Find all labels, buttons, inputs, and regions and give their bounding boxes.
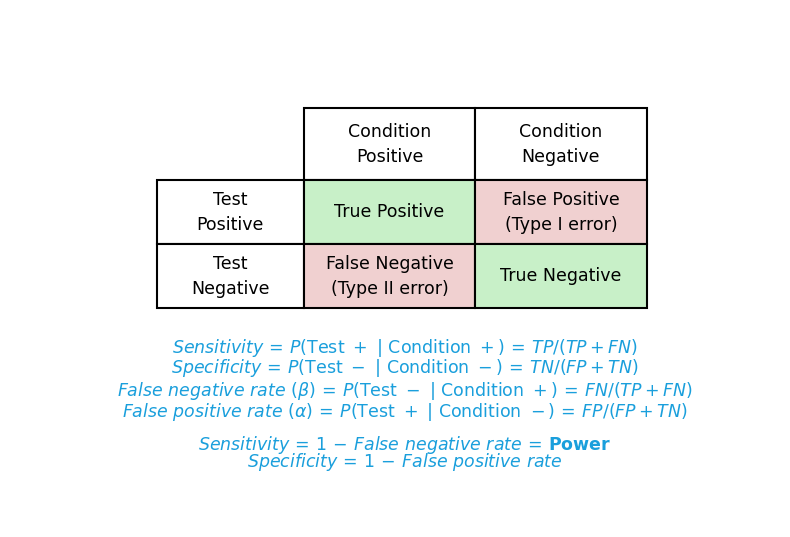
Bar	[304, 244, 476, 308]
Bar	[476, 108, 647, 180]
Text: False Positive
(Type I error): False Positive (Type I error)	[502, 191, 619, 234]
Text: $\mathit{Sensitivity}$$\,=\,1\,-\,$$\mathit{False\ negative\ rate}$$\,=\,$$\math: $\mathit{Sensitivity}$$\,=\,1\,-\,$$\mat…	[198, 434, 611, 456]
Bar	[304, 180, 476, 244]
Bar	[304, 108, 476, 180]
Text: True Negative: True Negative	[500, 267, 622, 285]
Text: False Negative
(Type II error): False Negative (Type II error)	[325, 255, 453, 298]
Text: $\mathit{Specificity}$$\,=\,1\,-\,$$\mathit{False\ positive\ rate}$: $\mathit{Specificity}$$\,=\,1\,-\,$$\mat…	[247, 451, 562, 473]
Text: $\mathit{False\ positive\ rate}\ (\alpha)$$\,=\,P(\mathrm{Test}\ +\ |\ \mathrm{C: $\mathit{False\ positive\ rate}\ (\alpha…	[122, 401, 687, 423]
Text: $\mathit{Specificity}$$\,=\,P(\mathrm{Test}\ -\ |\ \mathrm{Condition}\ -)$$\,=\,: $\mathit{Specificity}$$\,=\,P(\mathrm{Te…	[171, 357, 638, 379]
Text: $\mathit{False\ negative\ rate}\ (\beta)$$\,=\,P(\mathrm{Test}\ -\ |\ \mathrm{Co: $\mathit{False\ negative\ rate}\ (\beta)…	[117, 380, 693, 402]
Bar	[476, 244, 647, 308]
Text: Condition
Positive: Condition Positive	[348, 122, 431, 165]
Bar	[157, 244, 304, 308]
Text: Condition
Negative: Condition Negative	[519, 122, 603, 165]
Text: Test
Positive: Test Positive	[197, 191, 264, 234]
Bar	[157, 180, 304, 244]
Text: True Positive: True Positive	[334, 204, 445, 221]
Text: $\mathit{Sensitivity}$$\,=\,P(\mathrm{Test}\ +\ |\ \mathrm{Condition}\ +)$$\,=\,: $\mathit{Sensitivity}$$\,=\,P(\mathrm{Te…	[172, 337, 638, 359]
Bar	[476, 180, 647, 244]
Text: Test
Negative: Test Negative	[191, 255, 269, 298]
